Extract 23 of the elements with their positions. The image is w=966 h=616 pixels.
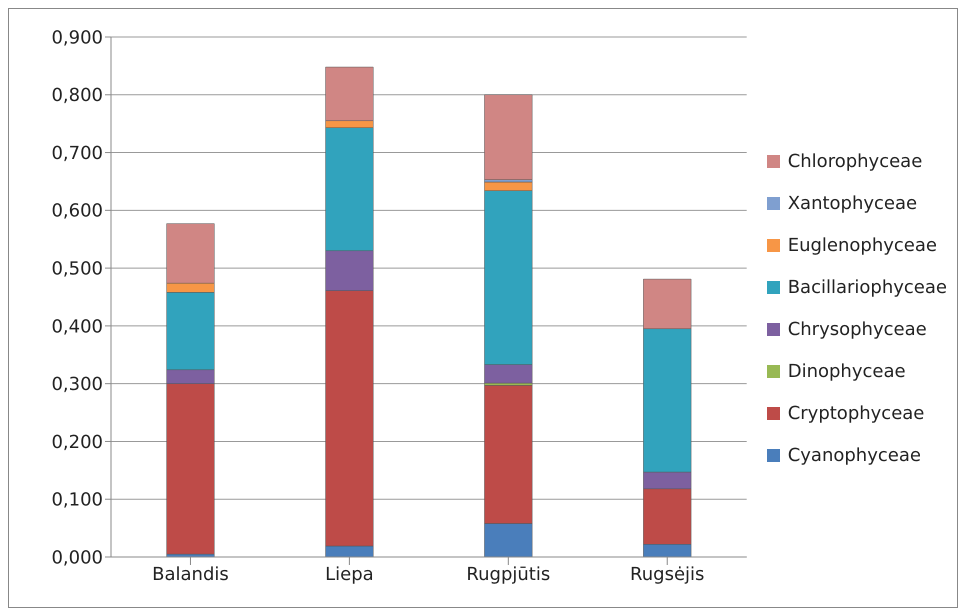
bar: [484, 94, 532, 180]
y-tick-label: 0,400: [51, 316, 103, 338]
legend-label: Chlorophyceae: [788, 150, 922, 172]
x-tick-label: Rugpjūtis: [466, 564, 550, 585]
y-tick-label: 0,600: [51, 200, 103, 222]
y-tick-label: 0,500: [51, 258, 103, 280]
legend-label: Xantophyceae: [788, 192, 918, 214]
x-tick-label: Balandis: [152, 564, 229, 585]
legend-label: Cryptophyceae: [788, 402, 924, 424]
y-tick-label: 0,300: [51, 374, 103, 396]
y-tick-label: 0,000: [51, 547, 103, 568]
y-tick-label: 0,200: [51, 432, 103, 453]
y-tick-label: 0,900: [51, 27, 103, 48]
y-tick-label: 0,100: [51, 490, 103, 511]
y-tick-label: 0,800: [51, 85, 103, 106]
x-tick-label: Rugsėjis: [630, 564, 704, 585]
legend-label: Cyanophyceae: [788, 444, 921, 466]
legend-label: Bacillariophyceae: [788, 276, 947, 298]
x-tick-label: Liepa: [325, 564, 374, 585]
legend-label: Dinophyceae: [788, 360, 906, 382]
legend-label: Chrysophyceae: [788, 318, 927, 340]
legend-label: Euglenophyceae: [788, 234, 937, 256]
y-tick-label: 0,700: [51, 142, 103, 164]
